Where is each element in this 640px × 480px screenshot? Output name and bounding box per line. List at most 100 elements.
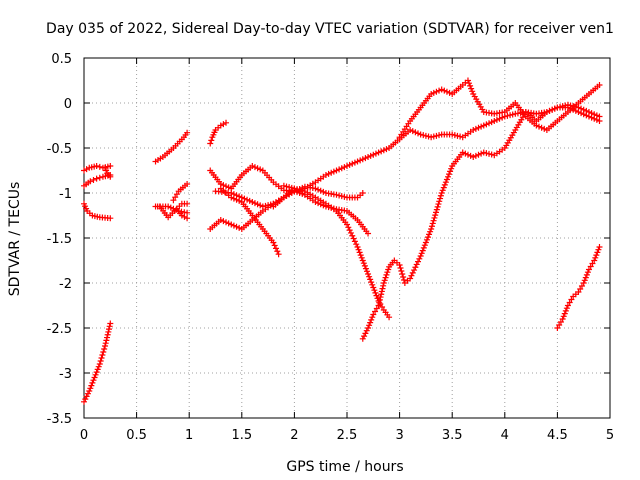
point-s14-11	[233, 223, 240, 230]
y-tick-label-5: -2	[59, 277, 72, 292]
point-s18-88	[464, 151, 471, 158]
point-s17-44	[358, 254, 365, 261]
point-s15-11	[244, 196, 251, 203]
x-tick-label-2: 1	[185, 428, 193, 443]
point-s1-5	[93, 163, 100, 169]
point-s4-1	[82, 396, 89, 403]
point-s18-68	[437, 195, 444, 202]
point-s17-35	[347, 229, 354, 236]
series-s4	[81, 320, 114, 405]
point-s15-108	[493, 116, 500, 123]
point-s19-23	[441, 87, 448, 94]
x-tick-label-7: 3.5	[442, 428, 463, 443]
point-s18-19	[380, 282, 387, 289]
point-s15-107	[491, 118, 498, 124]
point-s18-133	[562, 102, 569, 109]
y-tick-label-7: -3	[59, 367, 72, 382]
x-tick-label-5: 2.5	[337, 428, 358, 443]
y-tick-label-4: -1.5	[47, 232, 72, 247]
point-s18-72	[440, 184, 447, 191]
point-s11-9	[223, 119, 230, 126]
point-s18-6	[367, 319, 374, 326]
point-s17-56	[371, 287, 378, 294]
tick-labels: 0 0.5 1 1.5 2 2.5 3 3.5 4 4.5 5 0.5 0 -0.5 -1 -1.5 -2 -2.…	[47, 52, 615, 443]
point-s11-1	[208, 137, 215, 144]
point-s4-27	[106, 323, 113, 330]
point-s15-99	[470, 127, 477, 133]
point-s15-78	[415, 130, 422, 137]
point-s1-1	[83, 166, 90, 173]
point-s17-37	[350, 235, 357, 242]
point-s19-20	[433, 88, 440, 95]
point-s18-5	[366, 322, 373, 329]
point-s18-44	[413, 261, 420, 268]
point-s4-26	[105, 326, 112, 333]
point-s18-14	[376, 296, 383, 303]
point-s15-12	[246, 197, 253, 204]
point-s18-142	[585, 109, 592, 115]
point-s4-18	[100, 349, 107, 355]
point-s15-13	[249, 199, 256, 205]
point-s18-139	[578, 105, 585, 112]
series-s9	[170, 181, 191, 204]
point-s15-53	[354, 158, 361, 165]
point-s16-35	[365, 230, 372, 237]
point-s14-9	[228, 221, 235, 228]
point-s18-94	[480, 149, 487, 156]
point-s15-49	[344, 163, 350, 169]
point-s17-58	[373, 292, 380, 299]
point-s15-48	[341, 164, 348, 171]
point-s17-50	[365, 271, 372, 277]
point-s17-13	[299, 187, 306, 194]
point-s4-21	[102, 340, 109, 347]
point-s18-8	[369, 314, 376, 321]
point-s18-32	[397, 265, 404, 271]
point-s16-0	[280, 182, 287, 189]
point-s18-63	[433, 209, 440, 216]
x-tick-label-6: 3	[395, 428, 403, 443]
point-s16-1	[283, 183, 290, 190]
point-s18-96	[486, 150, 493, 157]
point-s1-0	[81, 167, 87, 174]
point-s5-4	[107, 173, 114, 180]
point-s19-34	[466, 80, 473, 87]
point-s18-24	[384, 269, 391, 276]
point-s1-10	[107, 163, 114, 169]
point-s17-34	[346, 227, 353, 234]
x-axis-label: GPS time / hours	[286, 459, 403, 475]
point-s18-90	[470, 154, 477, 160]
point-s4-28	[107, 320, 114, 327]
point-s14-10	[230, 222, 237, 229]
point-s15-64	[383, 146, 390, 153]
point-s19-33	[464, 77, 471, 84]
point-s4-11	[93, 369, 100, 376]
point-s3-12	[107, 215, 114, 222]
point-s20-16	[580, 280, 587, 286]
point-s4-19	[101, 346, 108, 352]
point-s20-28	[595, 246, 602, 253]
point-s18-21	[381, 277, 388, 284]
point-s15-46	[336, 166, 343, 173]
point-s18-17	[378, 288, 385, 295]
point-s13-27	[271, 242, 278, 249]
point-s15-17	[259, 203, 266, 210]
point-s20-29	[596, 244, 603, 250]
point-s18-59	[429, 220, 436, 227]
point-s18-126	[543, 109, 550, 115]
point-s18-143	[588, 110, 595, 117]
point-s18-65	[434, 203, 441, 210]
point-s15-114	[509, 111, 516, 118]
series-s1	[81, 163, 114, 174]
point-s15-7	[233, 192, 240, 199]
point-s13-29	[274, 248, 281, 255]
point-s18-56	[427, 228, 434, 235]
point-s18-39	[407, 275, 414, 282]
point-s7-4	[165, 203, 172, 210]
point-s4-16	[98, 355, 105, 361]
point-s4-3	[84, 390, 91, 397]
y-tick-label-0: 0.5	[51, 52, 72, 67]
point-s17-66	[386, 314, 393, 321]
point-s15-56	[362, 155, 369, 162]
point-s17-57	[372, 289, 379, 296]
point-s18-93	[478, 150, 485, 157]
